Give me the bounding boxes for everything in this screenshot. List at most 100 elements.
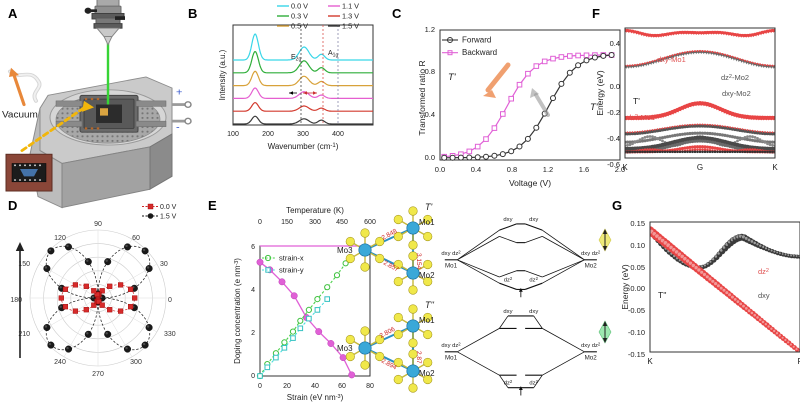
svg-text:60: 60 — [132, 235, 140, 242]
svg-text:T': T' — [448, 72, 457, 83]
svg-text:K: K — [647, 357, 653, 366]
svg-text:dxy: dxy — [503, 217, 512, 223]
svg-text:3.154: 3.154 — [415, 253, 422, 270]
svg-text:0.4: 0.4 — [610, 39, 620, 48]
svg-text:240: 240 — [54, 359, 66, 366]
svg-text:-0.2: -0.2 — [607, 108, 620, 117]
svg-text:2.87: 2.87 — [415, 351, 422, 364]
svg-text:0: 0 — [258, 383, 262, 390]
svg-text:Energy (eV): Energy (eV) — [595, 70, 605, 116]
svg-text:dxy-Mo2: dxy-Mo2 — [722, 89, 751, 98]
svg-text:150: 150 — [281, 219, 293, 226]
svg-text:0.10: 0.10 — [630, 241, 645, 250]
svg-text:dz2: dz2 — [529, 276, 538, 284]
svg-text:0.8: 0.8 — [507, 165, 517, 174]
svg-text:30: 30 — [160, 261, 168, 268]
svg-text:300: 300 — [297, 131, 309, 138]
svg-text:2: 2 — [251, 330, 255, 337]
svg-text:20: 20 — [283, 383, 291, 390]
svg-text:1.6: 1.6 — [579, 165, 589, 174]
svg-text:1.2: 1.2 — [543, 165, 553, 174]
svg-text:0.0 V: 0.0 V — [291, 2, 308, 11]
svg-text:1.3 V: 1.3 V — [342, 12, 359, 21]
svg-text:dxy-Mo1: dxy-Mo1 — [657, 55, 686, 64]
svg-text:0: 0 — [168, 297, 172, 304]
svg-text:1.5 V: 1.5 V — [160, 214, 177, 221]
svg-text:0.4: 0.4 — [471, 165, 481, 174]
svg-text:4: 4 — [251, 287, 255, 294]
svg-text:dxy dz2: dxy dz2 — [441, 250, 461, 258]
svg-text:T'': T'' — [425, 300, 434, 310]
svg-text:1.2: 1.2 — [425, 25, 435, 34]
svg-text:0.0: 0.0 — [435, 165, 445, 174]
svg-text:-0.15: -0.15 — [628, 350, 645, 359]
svg-text:330: 330 — [164, 331, 176, 338]
svg-text:dxy: dxy — [529, 309, 538, 315]
svg-text:-: - — [176, 122, 180, 133]
svg-text:dz2-Mo1: dz2-Mo1 — [627, 113, 655, 122]
svg-text:0.0 V: 0.0 V — [160, 204, 177, 211]
svg-text:Transformed ratio R: Transformed ratio R — [417, 60, 427, 135]
svg-text:120: 120 — [54, 235, 66, 242]
svg-text:Wavenumber (cm-1): Wavenumber (cm-1) — [268, 142, 339, 151]
svg-text:6: 6 — [251, 244, 255, 251]
svg-text:400: 400 — [332, 131, 344, 138]
svg-text:Doping concentration (e nm-3): Doping concentration (e nm-3) — [233, 258, 242, 364]
svg-text:dz2-Mo2: dz2-Mo2 — [721, 73, 749, 82]
svg-text:Voltage (V): Voltage (V) — [509, 178, 551, 188]
svg-text:dxy dz2: dxy dz2 — [441, 342, 461, 350]
svg-text:Vacuum: Vacuum — [2, 110, 38, 121]
svg-text:+: + — [176, 87, 182, 98]
svg-text:Mo2: Mo2 — [419, 271, 435, 280]
svg-text:0.5 V: 0.5 V — [291, 22, 308, 31]
svg-text:0.05: 0.05 — [630, 263, 645, 272]
svg-text:100: 100 — [227, 131, 239, 138]
svg-text:Forward: Forward — [462, 36, 491, 45]
svg-text:dxy: dxy — [529, 217, 538, 223]
svg-text:Mo1: Mo1 — [445, 355, 458, 362]
svg-text:Mo1: Mo1 — [419, 316, 435, 325]
svg-text:Energy (eV): Energy (eV) — [620, 264, 630, 310]
svg-text:-0.10: -0.10 — [628, 328, 645, 337]
svg-text:0: 0 — [251, 373, 255, 380]
svg-text:Mo1: Mo1 — [419, 218, 435, 227]
svg-text:40: 40 — [311, 383, 319, 390]
svg-text:0.0: 0.0 — [425, 153, 435, 162]
svg-text:-0.05: -0.05 — [628, 306, 645, 315]
svg-text:dz2: dz2 — [504, 276, 513, 284]
svg-text:Mo1: Mo1 — [445, 263, 458, 270]
svg-text:dxy dz2: dxy dz2 — [581, 250, 601, 258]
svg-text:0: 0 — [258, 219, 262, 226]
svg-text:Backward: Backward — [462, 48, 497, 57]
svg-text:dxy: dxy — [758, 291, 770, 300]
svg-text:Mo3: Mo3 — [337, 246, 353, 255]
svg-text:Mo2: Mo2 — [419, 369, 435, 378]
svg-text:300: 300 — [130, 359, 142, 366]
svg-text:T': T' — [425, 202, 432, 212]
svg-text:strain-y: strain-y — [279, 266, 304, 275]
svg-text:200: 200 — [262, 131, 274, 138]
svg-text:K: K — [772, 163, 778, 172]
svg-text:G: G — [697, 163, 703, 172]
svg-text:dxy: dxy — [503, 309, 512, 315]
svg-text:1.1 V: 1.1 V — [342, 2, 359, 11]
svg-text:T': T' — [633, 96, 640, 106]
svg-text:0.15: 0.15 — [630, 219, 645, 228]
svg-text:0.00: 0.00 — [630, 284, 645, 293]
svg-text:90: 90 — [94, 221, 102, 228]
svg-text:Mo2: Mo2 — [585, 263, 598, 270]
svg-text:270: 270 — [92, 371, 104, 378]
svg-text:T'': T'' — [658, 290, 667, 300]
svg-text:dz2: dz2 — [504, 379, 513, 387]
svg-text:0.0: 0.0 — [610, 82, 620, 91]
svg-text:-0.6: -0.6 — [607, 160, 620, 169]
svg-text:dz2: dz2 — [529, 379, 538, 387]
svg-text:Intensity (a.u.): Intensity (a.u.) — [218, 49, 227, 100]
svg-text:1.5 V: 1.5 V — [342, 22, 359, 31]
svg-text:Mo2: Mo2 — [585, 355, 598, 362]
svg-text:dxy dz2: dxy dz2 — [581, 342, 601, 350]
svg-text:Mo3: Mo3 — [337, 344, 353, 353]
svg-text:0.3 V: 0.3 V — [291, 12, 308, 21]
svg-text:K: K — [622, 163, 628, 172]
svg-text:300: 300 — [309, 219, 321, 226]
